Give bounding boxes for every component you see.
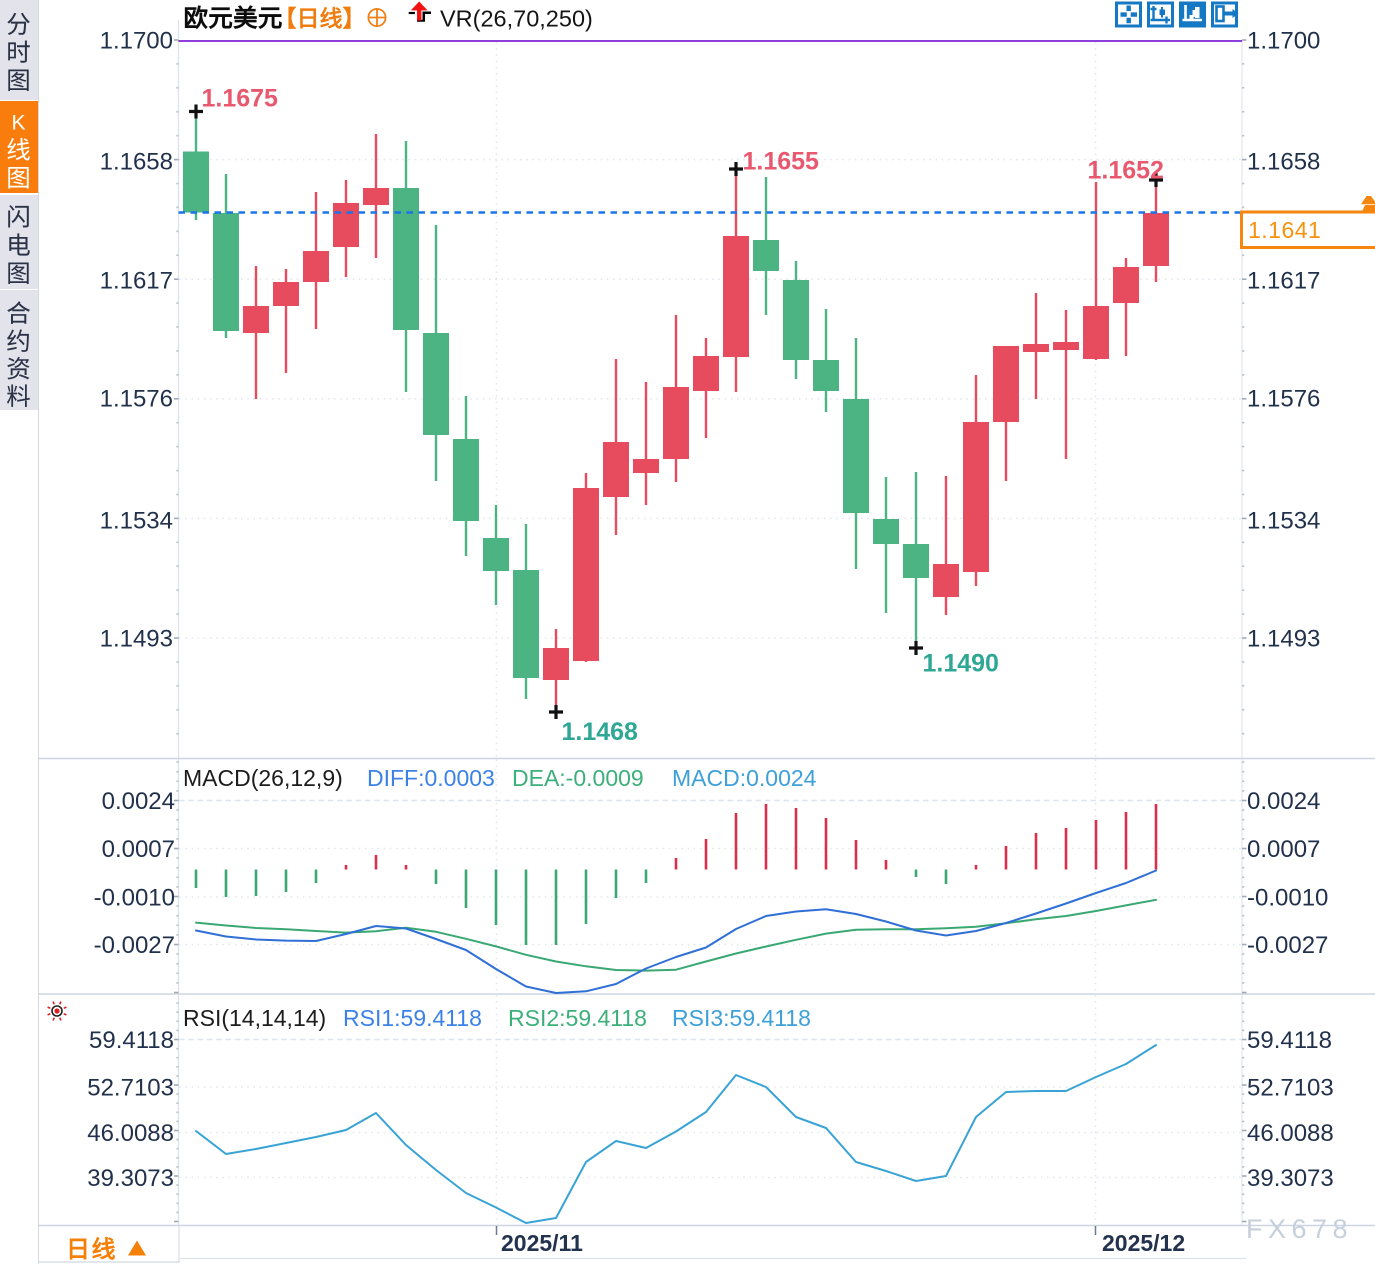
svg-text:46.0088: 46.0088 xyxy=(87,1120,174,1147)
svg-text:MACD:0.0024: MACD:0.0024 xyxy=(672,765,817,791)
svg-text:59.4118: 59.4118 xyxy=(1247,1027,1332,1054)
svg-text:1.1617: 1.1617 xyxy=(100,268,173,295)
svg-text:59.4118: 59.4118 xyxy=(89,1027,174,1054)
svg-text:1.1675: 1.1675 xyxy=(202,85,279,113)
svg-text:52.7103: 52.7103 xyxy=(1247,1075,1334,1102)
svg-text:DEA:-0.0009: DEA:-0.0009 xyxy=(512,765,644,791)
svg-text:0.0024: 0.0024 xyxy=(102,788,175,815)
svg-text:-0.0027: -0.0027 xyxy=(94,932,175,959)
svg-text:1.1576: 1.1576 xyxy=(100,386,173,413)
svg-text:RSI2:59.4118: RSI2:59.4118 xyxy=(508,1005,647,1031)
svg-text:RSI3:59.4118: RSI3:59.4118 xyxy=(672,1005,811,1031)
svg-text:46.0088: 46.0088 xyxy=(1247,1120,1334,1147)
svg-text:39.3073: 39.3073 xyxy=(87,1165,174,1192)
svg-text:39.3073: 39.3073 xyxy=(1247,1165,1334,1192)
svg-text:RSI(14,14,14): RSI(14,14,14) xyxy=(183,1005,326,1031)
svg-text:1.1658: 1.1658 xyxy=(1247,149,1320,176)
svg-text:1.1617: 1.1617 xyxy=(1247,268,1320,295)
svg-text:RSI1:59.4118: RSI1:59.4118 xyxy=(343,1005,482,1031)
svg-text:1.1658: 1.1658 xyxy=(100,149,173,176)
svg-text:1.1652: 1.1652 xyxy=(1088,157,1164,185)
svg-text:0.0007: 0.0007 xyxy=(102,836,175,863)
svg-text:1.1468: 1.1468 xyxy=(562,718,639,746)
svg-text:VR(26,70,250): VR(26,70,250) xyxy=(440,6,593,32)
svg-text:-0.0010: -0.0010 xyxy=(1247,885,1328,912)
svg-text:1.1655: 1.1655 xyxy=(743,148,820,176)
svg-text:1.1490: 1.1490 xyxy=(923,650,999,678)
svg-text:MACD(26,12,9): MACD(26,12,9) xyxy=(183,765,343,791)
svg-text:2025/11: 2025/11 xyxy=(501,1230,583,1256)
svg-text:FX678: FX678 xyxy=(1246,1214,1353,1244)
svg-text:0.0007: 0.0007 xyxy=(1247,836,1320,863)
svg-text:1.1493: 1.1493 xyxy=(1247,626,1320,653)
svg-text:1.1534: 1.1534 xyxy=(100,508,173,535)
svg-text:1.1493: 1.1493 xyxy=(100,626,173,653)
svg-text:1.1534: 1.1534 xyxy=(1247,508,1320,535)
svg-text:-0.0027: -0.0027 xyxy=(1247,932,1328,959)
svg-text:1.1700: 1.1700 xyxy=(1247,28,1320,55)
svg-text:2025/12: 2025/12 xyxy=(1102,1230,1185,1256)
svg-text:52.7103: 52.7103 xyxy=(87,1075,174,1102)
svg-text:1.1641: 1.1641 xyxy=(1248,217,1321,243)
svg-text:-0.0010: -0.0010 xyxy=(94,885,175,912)
svg-text:0.0024: 0.0024 xyxy=(1247,788,1320,815)
svg-text:DIFF:0.0003: DIFF:0.0003 xyxy=(367,765,495,791)
svg-text:K: K xyxy=(11,112,25,135)
svg-text:1.1576: 1.1576 xyxy=(1247,386,1320,413)
svg-text:1.1700: 1.1700 xyxy=(100,28,173,55)
